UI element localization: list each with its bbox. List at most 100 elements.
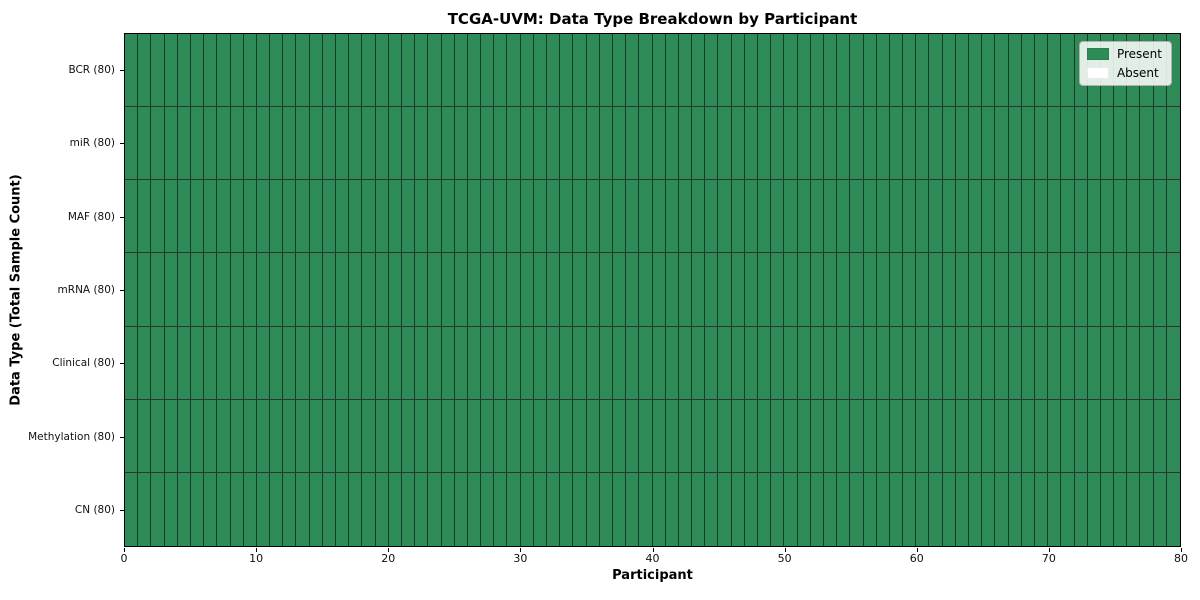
chart-title: TCGA-UVM: Data Type Breakdown by Partici… <box>447 10 858 28</box>
cell-present <box>771 34 785 107</box>
cell-present <box>810 107 824 180</box>
cell-present <box>520 107 534 180</box>
cell-present <box>665 107 679 180</box>
cell-present <box>204 399 218 472</box>
cell-present <box>573 253 587 326</box>
cell-present <box>850 107 864 180</box>
cell-present <box>889 472 904 546</box>
cell-present <box>164 180 178 253</box>
cell-present <box>969 107 983 180</box>
cell-present <box>415 107 429 180</box>
cell-present <box>942 326 956 399</box>
cell-present <box>850 472 864 546</box>
cell-present <box>982 180 996 253</box>
cell-present <box>362 472 376 546</box>
cell-present <box>388 107 402 180</box>
cell-present <box>744 326 758 399</box>
heatmap-row-maf <box>125 180 1180 254</box>
cell-present <box>454 107 468 180</box>
cell-present <box>731 399 745 472</box>
cell-present <box>916 107 930 180</box>
cell-present <box>362 34 376 107</box>
x-tick-label: 0 <box>120 552 128 565</box>
y-tick-label-cn: CN (80) <box>74 504 115 517</box>
cell-present <box>1140 180 1154 253</box>
cell-present <box>1166 107 1180 180</box>
cell-present <box>718 326 732 399</box>
x-axis-label: Participant <box>612 568 693 583</box>
cell-present <box>256 326 271 399</box>
cell-present <box>586 326 600 399</box>
cell-present <box>969 253 983 326</box>
cell-present <box>441 107 455 180</box>
heatmap-row-bcr <box>125 34 1180 108</box>
cell-present <box>560 34 574 107</box>
cell-present <box>164 326 178 399</box>
cell-present <box>507 107 521 180</box>
x-tick-label: 50 <box>777 552 792 565</box>
cell-present <box>1074 472 1088 546</box>
cell-present <box>375 253 389 326</box>
cell-present <box>573 326 587 399</box>
cell-present <box>652 326 666 399</box>
cell-present <box>494 107 508 180</box>
cell-present <box>125 253 139 326</box>
cell-present <box>744 399 758 472</box>
cell-present <box>955 472 969 546</box>
cell-present <box>942 180 956 253</box>
cell-present <box>969 34 983 107</box>
plot-area: Present Absent <box>124 33 1181 547</box>
cell-present <box>243 34 257 107</box>
cell-present <box>784 253 798 326</box>
cell-present <box>270 107 284 180</box>
heatmap-row-cn <box>125 472 1180 546</box>
cell-present <box>1021 180 1035 253</box>
cell-present <box>1140 326 1154 399</box>
cell-present <box>731 326 745 399</box>
cell-present <box>415 472 429 546</box>
cell-present <box>850 326 864 399</box>
cell-present <box>1114 326 1128 399</box>
cell-present <box>322 399 336 472</box>
cell-present <box>586 399 600 472</box>
cell-present <box>876 107 890 180</box>
cell-present <box>929 472 943 546</box>
cell-present <box>942 253 956 326</box>
cell-present <box>415 399 429 472</box>
cell-present <box>692 34 706 107</box>
cell-present <box>639 253 653 326</box>
cell-present <box>1140 399 1154 472</box>
cell-present <box>151 107 165 180</box>
cell-present <box>283 472 297 546</box>
cell-present <box>599 253 613 326</box>
cell-present <box>309 180 323 253</box>
cell-present <box>810 399 824 472</box>
cell-present <box>322 107 336 180</box>
cell-present <box>1100 180 1115 253</box>
cell-present <box>718 472 732 546</box>
cell-present <box>942 472 956 546</box>
cell-present <box>744 180 758 253</box>
heatmap-row-mrna <box>125 253 1180 327</box>
cell-present <box>256 253 271 326</box>
cell-present <box>982 107 996 180</box>
cell-present <box>705 472 719 546</box>
cell-present <box>401 472 416 546</box>
cell-present <box>639 180 653 253</box>
cell-present <box>190 399 205 472</box>
cell-present <box>151 34 165 107</box>
cell-present <box>177 180 191 253</box>
cell-present <box>718 34 732 107</box>
cell-present <box>863 472 877 546</box>
cell-present <box>823 326 838 399</box>
cell-present <box>652 472 666 546</box>
cell-present <box>665 399 679 472</box>
cell-present <box>678 399 693 472</box>
cell-present <box>441 180 455 253</box>
cell-present <box>626 180 640 253</box>
cell-present <box>995 180 1009 253</box>
cell-present <box>942 107 956 180</box>
cell-present <box>1021 34 1035 107</box>
cell-present <box>995 399 1009 472</box>
